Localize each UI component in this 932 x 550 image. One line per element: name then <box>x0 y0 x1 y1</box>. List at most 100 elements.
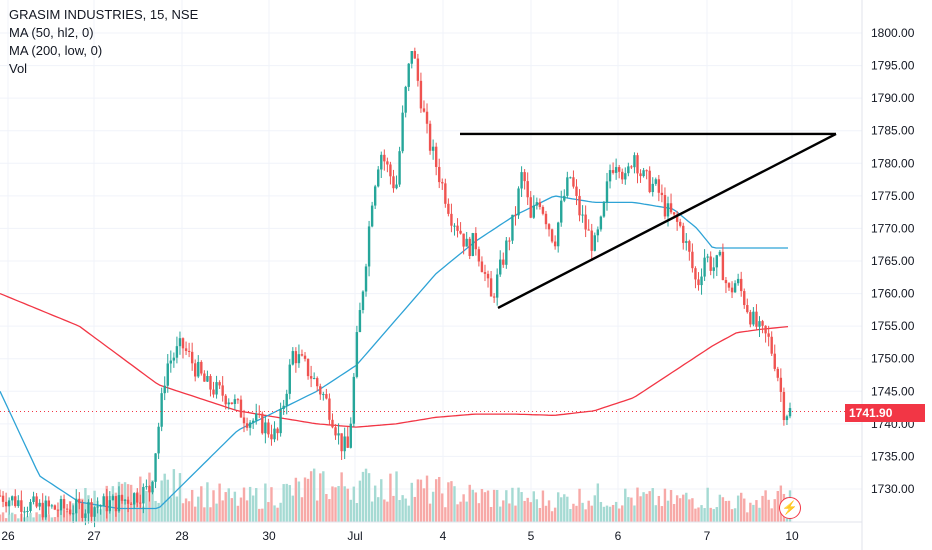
candle-body <box>489 278 493 297</box>
candle-body <box>316 378 319 387</box>
candle-body <box>380 154 383 170</box>
candle-body <box>431 146 435 151</box>
candle-body <box>309 376 313 379</box>
volume-bar <box>752 504 755 522</box>
ma200-legend[interactable]: MA (200, low, 0) <box>9 43 103 58</box>
candle-body <box>108 500 112 512</box>
volume-bar <box>331 486 334 522</box>
candle-body <box>87 502 90 514</box>
ma50-legend[interactable]: MA (50, hl2, 0) <box>9 25 94 40</box>
time-axis[interactable]: 26 27 28 30 Jul 4 5 6 7 10 <box>0 521 862 543</box>
volume-bar <box>544 505 548 522</box>
candle <box>383 149 386 171</box>
volume-bar <box>291 495 295 522</box>
ma50-line <box>0 195 788 510</box>
price-axis[interactable]: 1730.001735.001740.001745.001750.001755.… <box>861 0 915 550</box>
candle <box>175 336 179 364</box>
price-tick-label: 1775.00 <box>871 189 915 203</box>
candle <box>114 495 118 517</box>
vol-legend[interactable]: Vol <box>9 61 28 76</box>
candle <box>206 370 209 382</box>
volume-bar <box>621 505 624 522</box>
candle <box>428 120 432 155</box>
candle <box>17 495 20 508</box>
volume-bar <box>471 489 474 522</box>
candle <box>361 290 365 314</box>
candle-body <box>84 513 87 518</box>
volume-bar <box>486 490 490 522</box>
candle <box>587 219 590 231</box>
candle-body <box>755 311 758 327</box>
volume-bar <box>578 488 581 522</box>
volume-bar <box>422 488 426 522</box>
candle <box>752 307 755 327</box>
volume-bar <box>505 490 508 522</box>
candle-body <box>239 399 243 418</box>
trendline-drawings[interactable] <box>460 132 837 309</box>
candle <box>425 103 429 134</box>
candle <box>636 152 639 184</box>
candle <box>505 236 508 269</box>
candle <box>788 402 792 419</box>
candle-body <box>163 385 166 394</box>
candle-body <box>14 496 17 507</box>
candle <box>739 271 743 297</box>
volume-bar <box>206 482 209 522</box>
candle-body <box>694 268 697 280</box>
candle-body <box>749 312 752 325</box>
volume-bar <box>602 506 606 522</box>
volume-bar <box>566 496 569 522</box>
candle-body <box>90 502 93 517</box>
volume-bar <box>743 498 746 522</box>
candle-body <box>465 238 468 247</box>
candle <box>181 337 185 359</box>
candle <box>749 309 752 328</box>
volume-bar <box>465 501 468 522</box>
volume-bar <box>431 491 435 522</box>
lightning-bolt-icon[interactable]: ⚡ <box>779 497 801 519</box>
candle-body <box>746 305 749 313</box>
volume-bar <box>404 498 407 522</box>
candle <box>657 174 661 202</box>
volume-bar <box>749 502 752 522</box>
volume-bar <box>303 477 307 522</box>
candle <box>529 191 532 219</box>
candle <box>29 499 32 513</box>
candle <box>190 342 194 371</box>
candle-body <box>450 213 453 226</box>
ma200-path <box>0 292 789 428</box>
time-tick-label: Jul <box>347 529 362 543</box>
volume-bar <box>145 490 148 522</box>
candle-body <box>715 255 718 268</box>
candle <box>340 433 343 460</box>
candle-body <box>261 413 264 434</box>
candle <box>590 223 593 261</box>
candle <box>541 205 545 216</box>
candle-body <box>511 214 514 241</box>
symbol-title[interactable]: GRASIM INDUSTRIES, 15, NSE <box>9 7 199 22</box>
volume-bar <box>697 507 700 522</box>
candle <box>630 165 633 170</box>
candle-body <box>62 499 66 509</box>
candle <box>526 172 529 206</box>
volume-bar <box>142 506 145 522</box>
candle <box>209 374 212 397</box>
volume-bar <box>614 501 618 522</box>
volume-bar <box>53 517 57 522</box>
candle <box>291 347 295 366</box>
volume-bar <box>593 495 596 522</box>
volume-bar <box>181 503 185 522</box>
candle-body <box>126 499 130 504</box>
volume-bar <box>258 508 261 522</box>
candle <box>450 203 453 233</box>
candle-body <box>535 202 539 206</box>
volume-bar <box>337 486 340 522</box>
candle <box>743 288 746 309</box>
volume-bar <box>553 507 557 522</box>
candle <box>123 499 127 505</box>
candle-body <box>26 511 29 513</box>
volume-bar <box>160 480 163 522</box>
candle <box>648 166 651 194</box>
candle-body <box>767 333 770 337</box>
